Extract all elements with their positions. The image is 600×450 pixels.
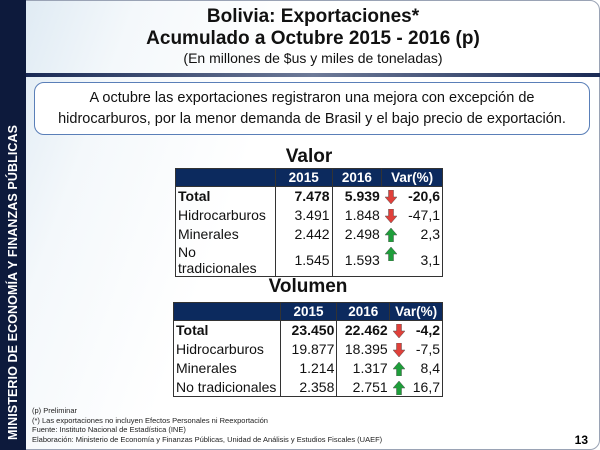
source-note: Fuente: Instituto Nacional de Estadístic…	[32, 425, 186, 434]
footnote: (p) Preliminar	[32, 406, 78, 415]
value-2015: 1.545	[274, 243, 333, 277]
variation-value: -20,6	[408, 188, 440, 205]
row-label: No tradicionales	[173, 377, 281, 397]
row-label: Minerales	[173, 358, 281, 378]
value-2015: 2.358	[279, 377, 338, 397]
column-header: 2015	[274, 168, 333, 187]
credit-note: Elaboración: Ministerio de Economía y Fi…	[32, 434, 383, 444]
sidebar-band: MINISTERIO DE ECONOMÍA Y FINANZAS PÚBLIC…	[0, 0, 26, 450]
arrow-up-icon	[392, 380, 405, 395]
footnote: (*) Las exportaciones no incluyen Efecto…	[32, 415, 268, 425]
value-2015: 1.214	[279, 358, 338, 378]
variation-value: -47,1	[408, 207, 440, 223]
row-label: Hidrocarburos	[173, 339, 281, 359]
row-label: Hidrocarburos	[175, 205, 276, 225]
variation-cell: 2,3	[381, 224, 443, 244]
column-header: Var(%)	[381, 168, 443, 187]
row-label: Minerales	[175, 224, 276, 244]
table-row: Hidrocarburos 19.877 18.395 -7,5	[173, 339, 443, 359]
column-header: 2016	[336, 302, 391, 321]
slide-title: Bolivia: Exportaciones*	[206, 6, 420, 27]
value-2015: 2.442	[274, 224, 333, 244]
variation-value: 2,3	[420, 226, 440, 242]
table-row: Total 7.478 5.939 -20,6	[175, 186, 443, 206]
summary-callout: A octubre las exportaciones registraron …	[34, 82, 590, 135]
value-2016: 2.498	[331, 224, 382, 244]
variation-cell: -7,5	[389, 339, 443, 359]
table-row: No tradicionales 2.358 2.751 16,7	[173, 377, 443, 397]
ministry-label: MINISTERIO DE ECONOMÍA Y FINANZAS PÚBLIC…	[6, 124, 20, 440]
variation-cell: -4,2	[389, 320, 443, 340]
arrow-down-icon	[384, 208, 397, 223]
table-row: Hidrocarburos 3.491 1.848 -47,1	[175, 205, 443, 225]
table-row: Minerales 1.214 1.317 8,4	[173, 358, 443, 378]
value-2016: 18.395	[336, 339, 390, 359]
row-label: No tradicionales	[175, 243, 276, 277]
column-header	[173, 302, 281, 321]
arrow-down-icon	[392, 342, 405, 357]
header-divider	[26, 73, 600, 77]
table-row: Minerales 2.442 2.498 2,3	[175, 224, 443, 244]
valor-table: 2015 2016 Var(%) Total 7.478 5.939 -20,6 H…	[175, 168, 443, 277]
variation-cell: -20,6	[381, 186, 443, 206]
column-header	[175, 168, 276, 187]
column-header: 2016	[331, 168, 383, 187]
arrow-up-icon	[384, 227, 397, 242]
value-2015: 19.877	[279, 339, 338, 359]
table-header: 2015 2016 Var(%)	[175, 168, 443, 187]
arrow-down-icon	[392, 324, 405, 338]
arrow-up-icon	[392, 361, 405, 376]
value-2015: 3.491	[274, 205, 333, 225]
footnotes: (p) Preliminar (*) Las exportaciones no …	[32, 406, 382, 444]
variation-cell: 8,4	[389, 358, 443, 378]
table-row: Total 23.450 22.462 -4,2	[173, 320, 443, 340]
row-label: Total	[175, 186, 276, 206]
value-2016: 5.939	[331, 186, 382, 206]
variation-value: 8,4	[420, 360, 440, 376]
column-header: Var(%)	[389, 302, 443, 321]
arrow-down-icon	[384, 190, 397, 204]
row-label: Total	[173, 320, 281, 340]
slide-subtitle: Acumulado a Octubre 2015 - 2016 (p)	[146, 28, 480, 49]
variation-value: 16,7	[412, 378, 440, 395]
page-number: 13	[574, 433, 588, 447]
callout-line: A octubre las exportaciones registraron …	[89, 90, 535, 106]
units-note: (En millones de $us y miles de toneladas…	[183, 50, 443, 66]
variation-value: 3,1	[420, 251, 440, 268]
value-2016: 1.317	[336, 358, 390, 378]
value-2016: 2.751	[336, 377, 390, 397]
volumen-title: Volumen	[268, 276, 348, 297]
value-2015: 7.478	[274, 186, 333, 206]
variation-cell: -47,1	[381, 205, 443, 225]
column-header: 2015	[279, 302, 338, 321]
variation-cell: 16,7	[389, 377, 443, 397]
value-2016: 1.593	[331, 243, 382, 277]
volumen-table: 2015 2016 Var(%) Total 23.450 22.462 -4,2 …	[173, 302, 443, 397]
callout-line: hidrocarburos, por la menor demanda de B…	[58, 111, 566, 127]
table-header: 2015 2016 Var(%)	[173, 302, 443, 321]
arrow-up-icon	[384, 246, 397, 261]
value-2015: 23.450	[279, 320, 338, 340]
value-2016: 1.848	[331, 205, 382, 225]
valor-title: Valor	[285, 146, 333, 167]
variation-value: -4,2	[415, 322, 440, 339]
variation-value: -7,5	[415, 341, 440, 357]
table-row: No tradicionales 1.545 1.593 3,1	[175, 243, 443, 277]
variation-cell: 3,1	[381, 243, 443, 277]
value-2016: 22.462	[336, 320, 390, 340]
